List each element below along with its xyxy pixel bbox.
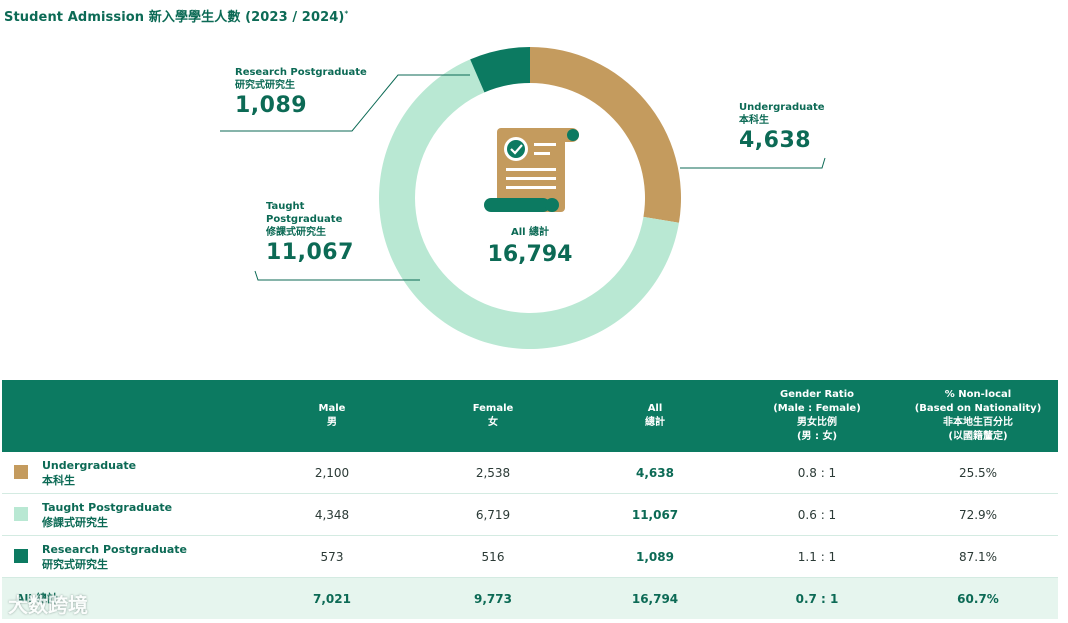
row-label-undergrad: Undergraduate 本科生 xyxy=(2,452,252,494)
cell-ratio: 0.6 : 1 xyxy=(736,493,898,536)
cell-all: 4,638 xyxy=(574,452,736,494)
donut-slice-undergrad xyxy=(530,47,682,223)
cell-male: 4,348 xyxy=(252,493,412,536)
cell-non-local: 72.9% xyxy=(898,493,1058,536)
cell-female: 9,773 xyxy=(412,577,574,619)
header-all: All 總計 xyxy=(574,380,736,452)
header-male: Male 男 xyxy=(252,380,412,452)
chart-title: Student Admission 新入學學生人數 (2023 / 2024)* xyxy=(4,9,349,25)
header-category xyxy=(2,380,252,452)
admission-table: Male 男 Female 女 All 總計 Gender Ratio (Male : … xyxy=(2,380,1058,619)
leader-line-undergrad xyxy=(680,157,826,169)
label-undergrad: Undergraduate 本科生 4,638 xyxy=(739,102,825,153)
cell-all: 11,067 xyxy=(574,493,736,536)
cell-female: 516 xyxy=(412,535,574,578)
cell-male: 2,100 xyxy=(252,452,412,494)
donut-chart xyxy=(220,47,826,349)
cell-all: 1,089 xyxy=(574,535,736,578)
cell-male: 7,021 xyxy=(252,577,412,619)
header-gender-ratio: Gender Ratio (Male : Female) 男女比例 (男 : 女) xyxy=(736,380,898,452)
legend-swatch-research xyxy=(14,549,28,563)
table-total-row: All 總計 7,021 9,773 16,794 0.7 : 1 60.7% xyxy=(2,577,1058,619)
table-row: Research Postgraduate 研究式研究生 573 516 1,08… xyxy=(2,535,1058,578)
header-non-local: % Non-local (Based on Nationality) 非本地生百分比… xyxy=(898,380,1058,452)
cell-male: 573 xyxy=(252,535,412,578)
donut-center-total: All 總計 16,794 xyxy=(487,227,573,267)
cell-all: 16,794 xyxy=(574,577,736,619)
leader-line-research xyxy=(220,74,470,132)
legend-swatch-taught xyxy=(14,507,28,521)
cell-ratio: 0.7 : 1 xyxy=(736,577,898,619)
cell-non-local: 60.7% xyxy=(898,577,1058,619)
cell-ratio: 0.8 : 1 xyxy=(736,452,898,494)
row-label-research: Research Postgraduate 研究式研究生 xyxy=(2,535,252,578)
document-icon xyxy=(484,128,579,212)
cell-ratio: 1.1 : 1 xyxy=(736,535,898,578)
label-taught: Taught Postgraduate 修課式研究生 11,067 xyxy=(266,201,354,265)
cell-female: 6,719 xyxy=(412,493,574,536)
cell-non-local: 25.5% xyxy=(898,452,1058,494)
legend-swatch-undergrad xyxy=(14,465,28,479)
cell-non-local: 87.1% xyxy=(898,535,1058,578)
watermark: 大数跨境 xyxy=(8,593,88,617)
label-research: Research Postgraduate 研究式研究生 1,089 xyxy=(235,67,367,118)
table-row: Undergraduate 本科生 2,100 2,538 4,638 0.8 :… xyxy=(2,452,1058,494)
donut-slice-research xyxy=(470,47,530,93)
header-female: Female 女 xyxy=(412,380,574,452)
table-row: Taught Postgraduate 修課式研究生 4,348 6,719 11… xyxy=(2,493,1058,536)
row-label-taught: Taught Postgraduate 修課式研究生 xyxy=(2,493,252,536)
cell-female: 2,538 xyxy=(412,452,574,494)
leader-line-taught xyxy=(254,270,420,281)
table-header-row: Male 男 Female 女 All 總計 Gender Ratio (Male : … xyxy=(2,380,1058,452)
row-label-total: All 總計 xyxy=(2,577,252,619)
